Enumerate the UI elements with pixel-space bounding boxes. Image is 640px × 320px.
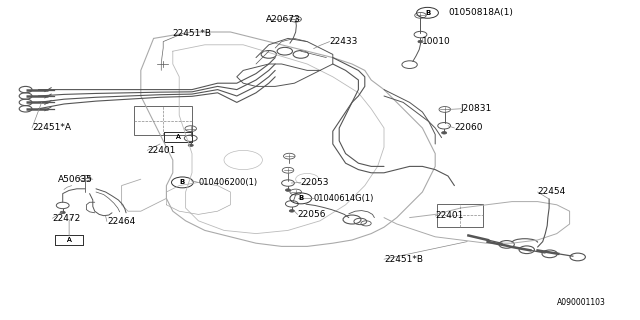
- Bar: [55, 236, 83, 244]
- Text: A: A: [175, 134, 180, 140]
- Text: A20673: A20673: [266, 15, 300, 24]
- Text: 22433: 22433: [330, 37, 358, 46]
- Bar: [134, 106, 192, 135]
- Text: 22056: 22056: [298, 210, 326, 219]
- Text: 01040614G(1): 01040614G(1): [314, 194, 374, 203]
- Bar: [164, 132, 192, 141]
- Text: 22454: 22454: [538, 188, 566, 196]
- Text: 22464: 22464: [107, 217, 135, 226]
- Circle shape: [418, 40, 423, 43]
- Text: A090001103: A090001103: [557, 298, 605, 307]
- Circle shape: [188, 144, 193, 147]
- Text: 22053: 22053: [301, 178, 330, 187]
- Text: B: B: [298, 196, 303, 201]
- Text: 22451*A: 22451*A: [32, 124, 71, 132]
- Text: 22401: 22401: [435, 212, 463, 220]
- Text: 010406200(1): 010406200(1): [198, 178, 257, 187]
- Text: 22451*B: 22451*B: [384, 255, 423, 264]
- Bar: [55, 236, 83, 244]
- Text: 22060: 22060: [454, 124, 483, 132]
- Text: J20831: J20831: [461, 104, 492, 113]
- Text: A: A: [67, 237, 72, 243]
- Text: A: A: [67, 237, 72, 243]
- Circle shape: [285, 189, 291, 191]
- Bar: [164, 132, 192, 141]
- Text: A50635: A50635: [58, 175, 92, 184]
- Bar: [437, 204, 483, 227]
- Text: 22451*B: 22451*B: [173, 29, 211, 38]
- Text: B: B: [425, 10, 430, 16]
- Circle shape: [289, 210, 294, 212]
- Circle shape: [60, 211, 65, 214]
- Text: 22401: 22401: [147, 146, 175, 155]
- Circle shape: [442, 132, 447, 134]
- Text: 10010: 10010: [422, 37, 451, 46]
- Text: B: B: [180, 180, 185, 185]
- Text: 22472: 22472: [52, 214, 81, 223]
- Text: A: A: [175, 134, 180, 140]
- Text: 01050818A(1): 01050818A(1): [448, 8, 513, 17]
